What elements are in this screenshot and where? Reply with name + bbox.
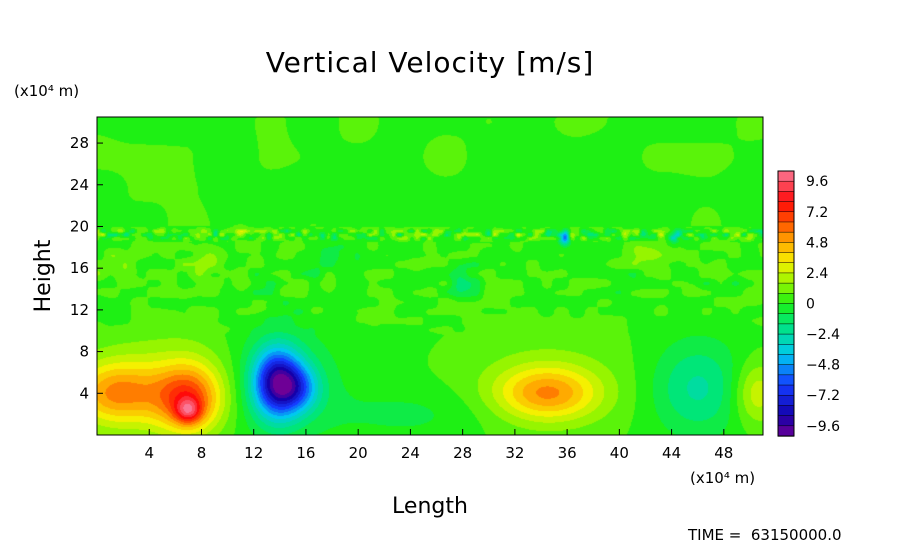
colorbar-swatch (777, 282, 795, 294)
x-tick-label: 20 (349, 444, 368, 462)
plot-area (96, 116, 764, 436)
x-tick-label: 16 (296, 444, 315, 462)
colorbar-tick-label: −4.8 (806, 358, 840, 374)
colorbar-swatch (777, 252, 795, 264)
colorbar-tick-label: 4.8 (806, 235, 828, 251)
colorbar-swatch (777, 170, 795, 182)
y-axis: 4 8 12 16 20 24 28 (70, 134, 103, 402)
x-tick-label: 44 (662, 444, 681, 462)
y-tick-label: 24 (70, 176, 89, 194)
colorbar: 9.6 7.2 4.8 2.4 0 −2.4 −4.8 −7.2 −9.6 (777, 170, 840, 437)
x-tick-label: 32 (505, 444, 524, 462)
y-tick-label: 4 (79, 384, 89, 402)
colorbar-swatch (777, 191, 795, 203)
heatmap-field (97, 117, 763, 435)
colorbar-swatch (777, 221, 795, 233)
colorbar-swatch (777, 374, 795, 386)
colorbar-tick-label: 9.6 (806, 174, 828, 190)
colorbar-tick-label: 0 (806, 297, 815, 313)
colorbar-tick-label: −2.4 (806, 327, 840, 343)
colorbar-swatch (777, 344, 795, 356)
x-tick-label: 24 (401, 444, 420, 462)
colorbar-swatch (777, 384, 795, 396)
y-unit-label: (x10⁴ m) (14, 82, 79, 100)
x-tick-label: 4 (144, 444, 154, 462)
chart-title: Vertical Velocity [m/s] (266, 46, 595, 79)
colorbar-swatch (777, 180, 795, 193)
colorbar-swatch (777, 201, 795, 213)
x-tick-label: 40 (610, 444, 629, 462)
y-axis-title: Height (31, 239, 56, 312)
y-tick-label: 12 (70, 301, 89, 319)
colorbar-tick-label: 7.2 (806, 205, 828, 221)
colorbar-swatch (777, 211, 795, 223)
colorbar-swatch (777, 231, 795, 243)
x-tick-label: 28 (453, 444, 472, 462)
colorbar-swatch (777, 405, 795, 417)
y-tick-label: 8 (79, 343, 89, 361)
colorbar-swatch (777, 272, 795, 284)
colorbar-swatch (777, 394, 795, 407)
colorbar-swatch (777, 242, 795, 254)
colorbar-swatch (777, 262, 795, 274)
x-tick-label: 36 (558, 444, 577, 462)
time-label: TIME = 63150000.0 (687, 526, 842, 544)
colorbar-swatch (777, 364, 795, 376)
x-tick-label: 8 (197, 444, 207, 462)
colorbar-swatch (777, 333, 795, 345)
colorbar-swatch (777, 313, 795, 325)
y-tick-label: 28 (70, 134, 89, 152)
colorbar-swatch (777, 293, 795, 305)
colorbar-swatch (777, 415, 795, 427)
colorbar-swatch (777, 425, 795, 437)
x-axis-title: Length (392, 494, 468, 519)
colorbar-tick-label: 2.4 (806, 266, 828, 282)
colorbar-frame (777, 170, 795, 437)
x-tick-label: 48 (714, 444, 733, 462)
y-tick-label: 20 (70, 217, 89, 235)
y-tick-label: 16 (70, 259, 89, 277)
plot-frame (96, 116, 764, 436)
colorbar-swatch (777, 323, 795, 335)
x-tick-label: 12 (244, 444, 263, 462)
colorbar-swatch (777, 303, 795, 315)
colorbar-tick-label: −7.2 (806, 388, 840, 404)
x-unit-label: (x10⁴ m) (690, 469, 755, 487)
x-axis: 4 8 12 16 20 24 28 32 36 40 44 48 (144, 429, 733, 462)
colorbar-tick-label: −9.6 (806, 419, 840, 435)
colorbar-swatch (777, 354, 795, 366)
